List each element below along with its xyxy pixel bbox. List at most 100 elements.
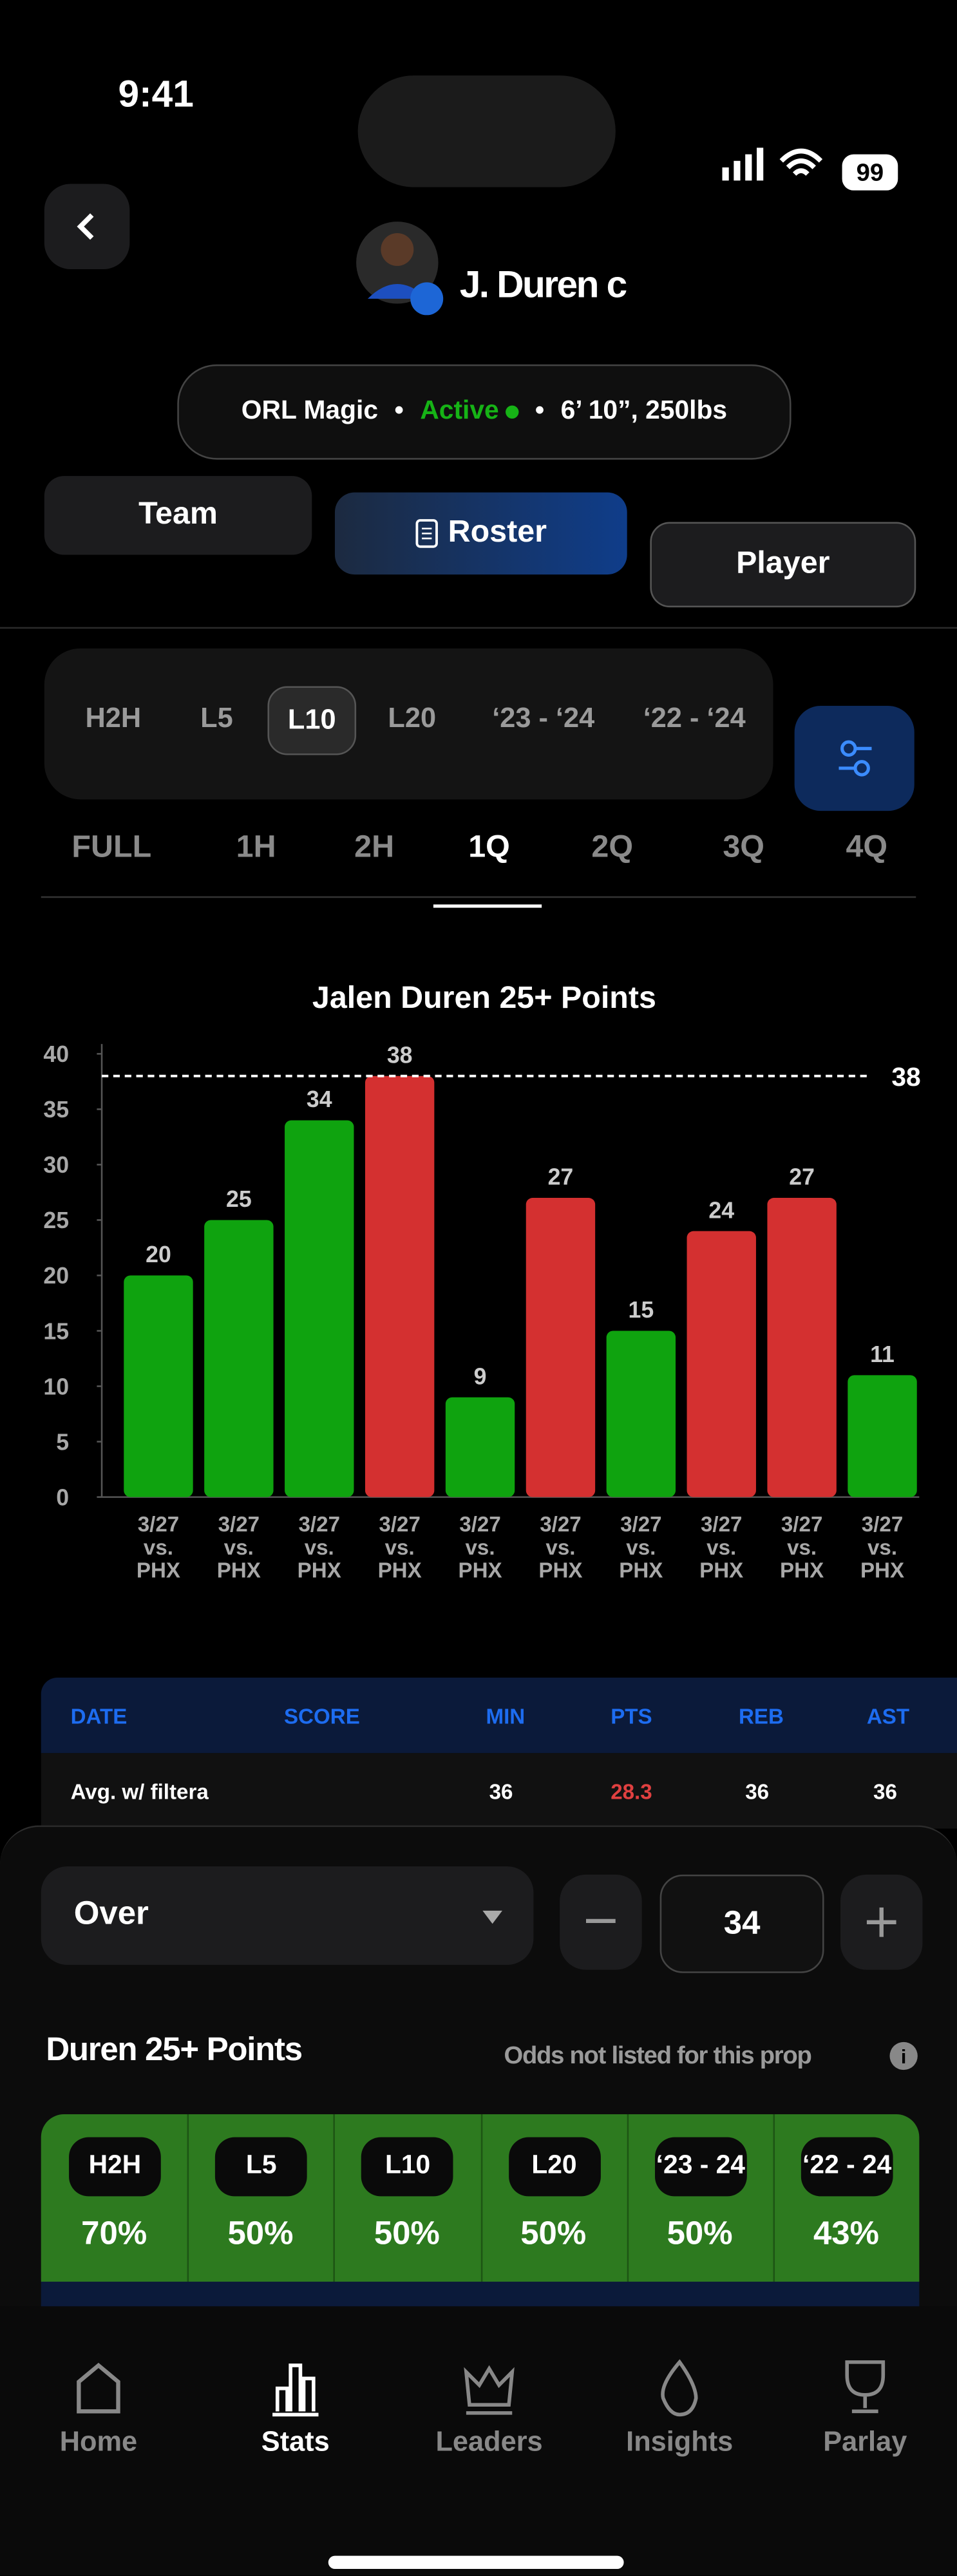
bar: [124, 1275, 193, 1497]
tab-roster[interactable]: Roster: [334, 492, 627, 575]
back-button[interactable]: [44, 184, 130, 270]
hit-rate-label: ‘22 - 24: [801, 2137, 893, 2197]
player-avatar: [356, 222, 444, 316]
value-label: 24: [708, 1197, 734, 1223]
hit-rate-label: H2H: [69, 2137, 161, 2197]
table-column-header: AST: [866, 1703, 910, 1728]
hit-rate-label: ‘23 - 24: [654, 2137, 747, 2197]
bar: [848, 1375, 917, 1497]
range-filter[interactable]: L10: [267, 686, 357, 755]
hit-rate-value: 43%: [813, 2216, 879, 2253]
nav-item[interactable]: Home: [59, 2426, 138, 2458]
y-tick-label: 5: [56, 1429, 69, 1455]
hit-rate-value: 50%: [520, 2216, 587, 2253]
period-filter[interactable]: FULL: [71, 830, 152, 866]
nav-item[interactable]: Leaders: [435, 2426, 543, 2458]
value-label: 25: [226, 1186, 252, 1212]
table-column-header: REB: [739, 1703, 784, 1728]
period-divider: [41, 896, 916, 898]
prop-title: Duren 25+ Points: [46, 2032, 303, 2069]
x-tick-label: 3/27 vs. PHX: [377, 1511, 422, 1583]
period-filter[interactable]: 1H: [236, 830, 276, 866]
range-filter[interactable]: L5: [200, 702, 233, 734]
nav-item[interactable]: Parlay: [823, 2426, 907, 2458]
table-header: [41, 1677, 957, 1754]
plus-button[interactable]: [840, 1874, 923, 1970]
chart-title: Jalen Duren 25+ Points: [312, 980, 656, 1015]
tab-roster-label: Roster: [448, 515, 547, 550]
bar: [365, 1075, 435, 1497]
table-cell: 28.3: [611, 1779, 652, 1804]
hit-rate-separator: [187, 2114, 189, 2282]
bar-chart: Jalen Duren 25+ Points 0 5 10 15 20 25 30 35 40 2…: [43, 980, 920, 1510]
bar: [204, 1220, 274, 1497]
player-status: Active: [420, 397, 499, 426]
period-filter[interactable]: 2H: [354, 830, 395, 866]
status-time: 9:41: [118, 72, 194, 115]
table-column-header: MIN: [486, 1703, 526, 1728]
battery-level: 99: [856, 158, 884, 187]
hit-rate-panel: [41, 2114, 920, 2282]
nav-icons: [77, 2359, 886, 2417]
period-filter[interactable]: 3Q: [723, 830, 764, 866]
nav-item[interactable]: Insights: [626, 2426, 734, 2458]
odds-note: Odds not listed for this prop: [504, 2041, 812, 2070]
value-label: 9: [474, 1363, 487, 1389]
bar: [767, 1198, 837, 1497]
hit-rate-value: 50%: [667, 2216, 733, 2253]
side-dropdown[interactable]: Over: [41, 1866, 534, 1965]
value-label: 34: [307, 1086, 332, 1112]
x-tick-label: 3/27 vs. PHX: [538, 1511, 583, 1583]
team-name: ORL Magic: [241, 397, 379, 426]
range-filter[interactable]: L20: [388, 702, 437, 734]
table-cell: Avg. w/ filtera: [70, 1779, 209, 1804]
y-tick-label: 0: [56, 1484, 69, 1510]
table-row: [41, 1753, 957, 1829]
range-filter[interactable]: H2H: [85, 702, 142, 734]
value-label: 27: [548, 1164, 574, 1190]
bar: [285, 1120, 354, 1497]
bar: [526, 1198, 596, 1497]
hit-rate-separator: [773, 2114, 775, 2282]
hit-rate-label: L10: [361, 2137, 454, 2197]
table-cell: 36: [489, 1779, 513, 1804]
tab-team[interactable]: Team: [44, 476, 312, 555]
minus-button[interactable]: [560, 1874, 642, 1970]
threshold-label: 38: [891, 1062, 920, 1092]
period-filter[interactable]: 4Q: [846, 830, 888, 866]
table-cell: 36: [873, 1779, 897, 1804]
table-cell: 36: [745, 1779, 770, 1804]
range-filter[interactable]: ‘22 - ‘24: [643, 702, 746, 734]
bar: [606, 1331, 676, 1497]
value-label: 15: [629, 1297, 654, 1323]
value-label: 11: [870, 1341, 895, 1367]
x-tick-label: 3/27 vs. PHX: [699, 1511, 744, 1583]
y-tick-label: 40: [43, 1041, 69, 1067]
x-tick-label: 3/27 vs. PHX: [458, 1511, 502, 1583]
dynamic-island: [357, 75, 616, 187]
range-filter[interactable]: ‘23 - ‘24: [492, 702, 595, 734]
period-filter[interactable]: 2Q: [591, 830, 634, 866]
hit-rate-label: L20: [508, 2137, 600, 2197]
hit-rate-value: 50%: [374, 2216, 440, 2253]
y-tick-label: 30: [43, 1152, 69, 1178]
table-column-header: DATE: [70, 1703, 128, 1728]
info-icon[interactable]: i: [889, 2041, 918, 2070]
filter-button[interactable]: [794, 706, 914, 811]
x-tick-label: 3/27 vs. PHX: [297, 1511, 341, 1583]
table-column-header: SCORE: [283, 1703, 360, 1728]
period-filter[interactable]: 1Q: [468, 830, 510, 866]
hit-rate-separator: [627, 2114, 629, 2282]
hit-rate-separator: [480, 2114, 482, 2282]
player-info: ORL Magic • Active • 6’ 10”, 250lbs: [177, 364, 791, 460]
line-value[interactable]: 34: [659, 1874, 824, 1973]
y-tick-label: 35: [43, 1097, 69, 1122]
nav-item[interactable]: Stats: [261, 2426, 330, 2458]
divider: [0, 627, 957, 629]
hit-rate-label: L5: [215, 2137, 308, 2197]
y-tick-label: 10: [43, 1374, 69, 1399]
x-tick-label: 3/27 vs. PHX: [860, 1511, 905, 1583]
tab-player[interactable]: Player: [650, 522, 916, 608]
status-icons: [722, 147, 898, 191]
